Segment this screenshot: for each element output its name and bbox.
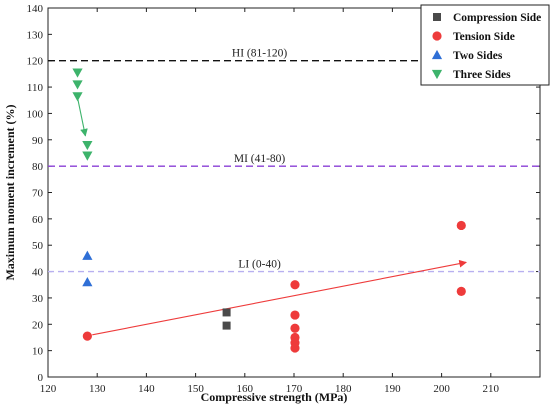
legend-marker	[433, 13, 441, 21]
y-tick-label: 100	[27, 108, 44, 120]
y-tick-label: 140	[27, 3, 44, 15]
data-point-compression-side	[222, 321, 231, 330]
x-tick-label: 120	[40, 383, 57, 395]
y-tick-label: 110	[27, 82, 44, 94]
x-axis-title: Compressive strength (MPa)	[201, 390, 348, 404]
data-point-tension-side	[290, 343, 300, 353]
y-tick-label: 90	[32, 135, 44, 147]
data-point-tension-side	[290, 280, 300, 290]
legend-marker	[431, 69, 443, 80]
reference-line-label: HI (81-120)	[232, 48, 287, 60]
data-point-two-sides	[82, 250, 93, 260]
y-tick-label: 0	[38, 372, 44, 384]
legend-label: Three Sides	[453, 69, 511, 81]
x-tick-label: 200	[433, 383, 450, 395]
x-tick-label: 210	[483, 383, 500, 395]
y-tick-label: 120	[27, 56, 44, 68]
y-tick-label: 20	[32, 319, 44, 331]
data-point-three-sides	[82, 140, 93, 151]
legend-label: Compression Side	[453, 12, 541, 24]
data-point-tension-side	[290, 323, 300, 333]
data-point-tension-side	[456, 220, 466, 231]
y-tick-label: 80	[32, 161, 44, 173]
legend-label: Two Sides	[453, 50, 503, 62]
legend-marker	[432, 31, 442, 41]
legend-marker	[431, 49, 443, 60]
y-tick-label: 130	[27, 29, 44, 41]
data-point-three-sides	[72, 80, 83, 90]
x-tick-label: 160	[237, 383, 254, 395]
x-tick-label: 150	[187, 383, 204, 395]
legend-box	[420, 4, 550, 86]
trend-arrow	[92, 259, 467, 336]
x-tick-label: 140	[138, 383, 155, 395]
data-point-three-sides	[72, 92, 83, 102]
y-tick-label: 40	[32, 267, 44, 279]
x-tick-label: 130	[89, 383, 106, 395]
legend-label: Tension Side	[453, 31, 515, 43]
data-point-compression-side	[222, 308, 231, 317]
data-point-two-sides	[82, 277, 93, 287]
data-point-tension-side	[456, 286, 466, 296]
reference-line-label: MI (41-80)	[234, 153, 286, 165]
x-tick-label: 170	[286, 383, 303, 395]
y-axis-title: Maximum moment increment (%)	[3, 104, 17, 280]
trend-arrow	[76, 97, 88, 137]
x-tick-label: 180	[335, 383, 352, 395]
y-tick-label: 70	[32, 188, 44, 200]
data-point-tension-side	[290, 310, 300, 320]
y-tick-label: 60	[32, 214, 44, 226]
data-point-three-sides	[82, 151, 93, 161]
y-tick-label: 10	[32, 346, 44, 358]
data-point-tension-side	[82, 331, 92, 341]
x-tick-label: 190	[384, 383, 401, 395]
y-tick-label: 30	[32, 293, 44, 305]
y-tick-label: 50	[32, 240, 44, 252]
reference-line-label: LI (0-40)	[238, 259, 281, 271]
data-point-three-sides	[72, 68, 83, 78]
